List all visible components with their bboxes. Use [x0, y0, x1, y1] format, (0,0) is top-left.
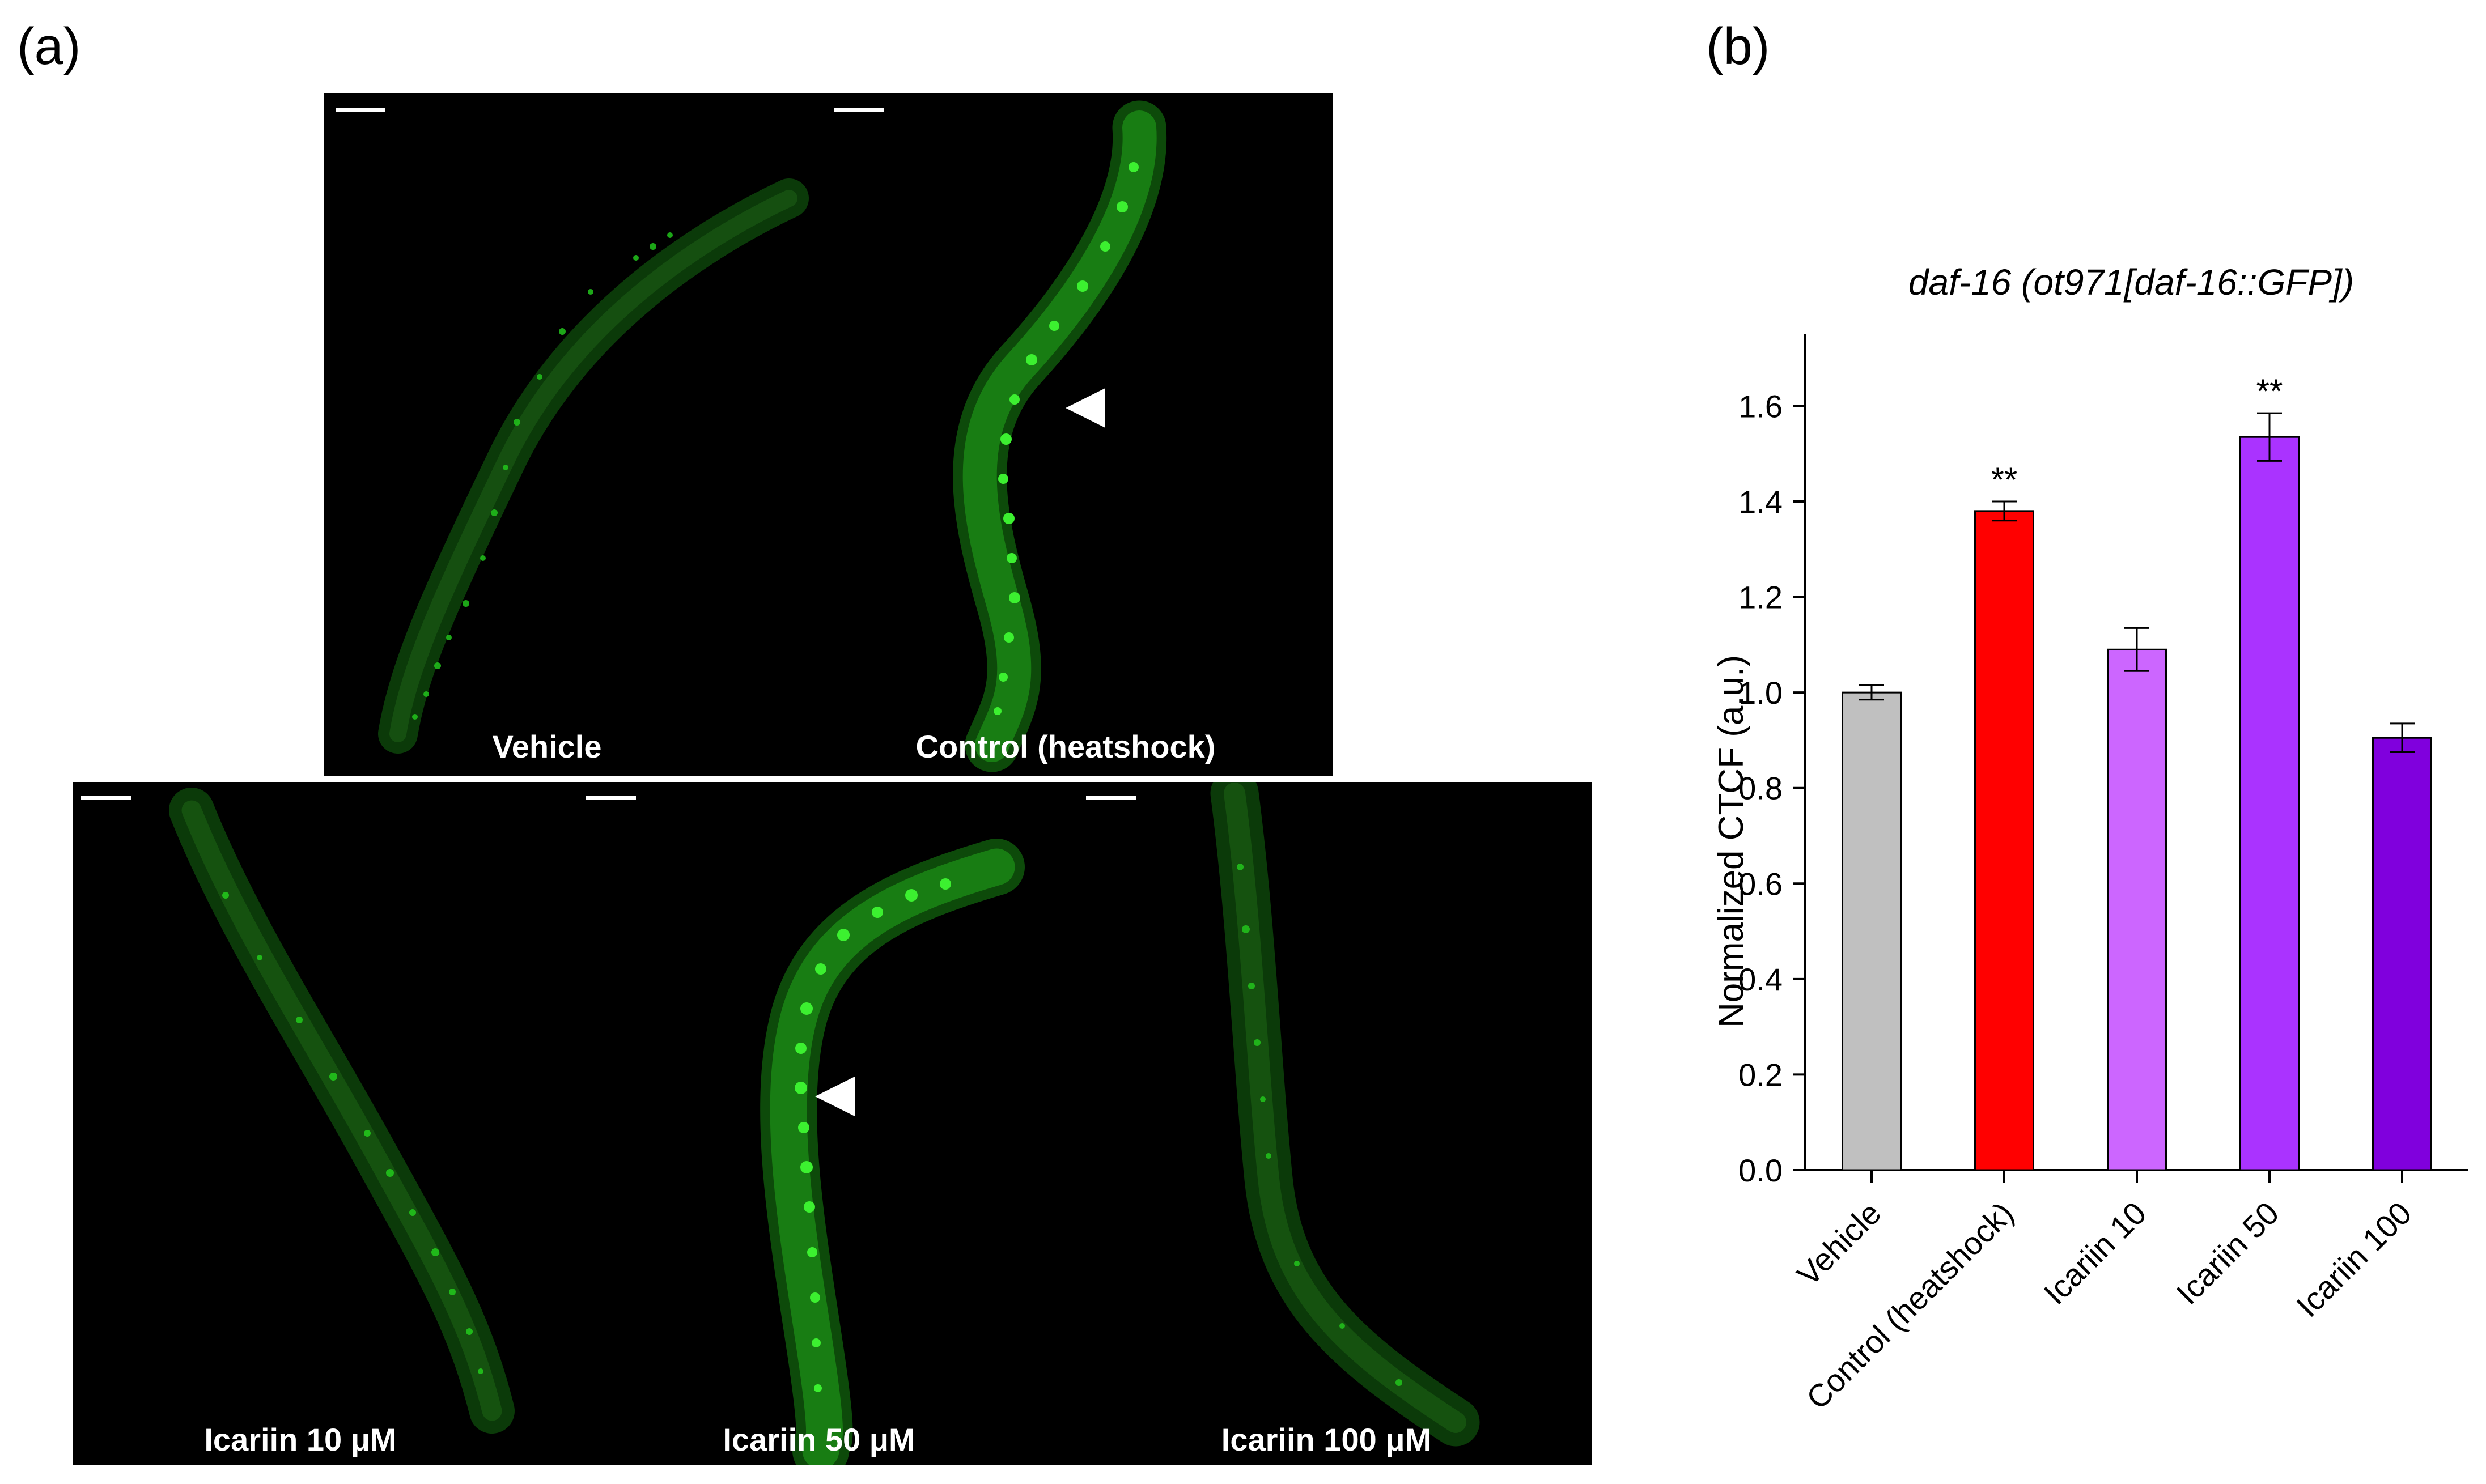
y-tick-label: 0.6 [1738, 866, 1783, 902]
micrograph-icariin-50 [583, 782, 1081, 1465]
caption-vehicle: Vehicle [492, 729, 602, 764]
chart-title: daf-16 (ot971[daf-16::GFP]) [1908, 262, 2354, 303]
significance-marker: ** [2256, 372, 2283, 410]
y-tick-label: 0.2 [1738, 1057, 1783, 1092]
micrograph-control-heatshock [816, 93, 1333, 776]
plot-area: 0.00.20.40.60.81.01.21.41.6Vehicle**Cont… [1738, 334, 2468, 1416]
micrograph-vehicle [324, 93, 816, 776]
worm-vehicle-image [378, 178, 809, 754]
y-tick-label: 0.0 [1738, 1153, 1783, 1188]
bar-4 [2372, 737, 2432, 1171]
y-tick-label: 0.8 [1738, 771, 1783, 806]
y-tick-label: 1.4 [1738, 484, 1783, 520]
bar-2 [2107, 648, 2167, 1171]
x-tick-label: Icariin 100 [2289, 1195, 2418, 1324]
bar-3 [2239, 436, 2300, 1171]
y-axis-label: Normalized CTCF (a.u.) [1712, 655, 1751, 1028]
worm-icariin10-image [169, 788, 515, 1434]
caption-control-heatshock: Control (heatshock) [915, 729, 1216, 764]
x-tick-label: Vehicle [1790, 1195, 1887, 1292]
y-tick-label: 1.6 [1738, 388, 1783, 424]
x-tick-label: Icariin 10 [2037, 1195, 2153, 1311]
worm-icariin100-image [1210, 782, 1480, 1447]
caption-icariin-10: Icariin 10 μM [204, 1422, 397, 1457]
bar-0 [1842, 691, 1902, 1171]
y-tick-label: 1.2 [1738, 580, 1783, 615]
scale-bar [586, 796, 636, 800]
scale-bar [834, 108, 884, 112]
arrowhead-marker [815, 1077, 855, 1116]
caption-icariin-50: Icariin 50 μM [723, 1422, 915, 1457]
micrograph-icariin-10 [73, 782, 583, 1465]
worm-icariin50-image [760, 839, 1025, 1465]
y-tick-label: 0.4 [1738, 962, 1783, 997]
significance-marker: ** [1991, 461, 2018, 499]
scale-bar [1086, 796, 1136, 800]
y-tick-label: 1.0 [1738, 675, 1783, 711]
worm-control-image [953, 100, 1167, 772]
bar-1 [1974, 510, 2034, 1171]
scale-bar [336, 108, 385, 112]
panel-a-label: (a) [17, 18, 81, 75]
micrograph-icariin-100 [1081, 782, 1592, 1465]
arrowhead-marker [1066, 388, 1105, 428]
panel-b-label: (b) [1706, 18, 1770, 75]
bar-chart: daf-16 (ot971[daf-16::GFP]) Normalized C… [1712, 262, 2468, 1416]
x-tick-label: Icariin 50 [2169, 1195, 2285, 1311]
scale-bar [81, 796, 131, 800]
caption-icariin-100: Icariin 100 μM [1221, 1422, 1432, 1457]
